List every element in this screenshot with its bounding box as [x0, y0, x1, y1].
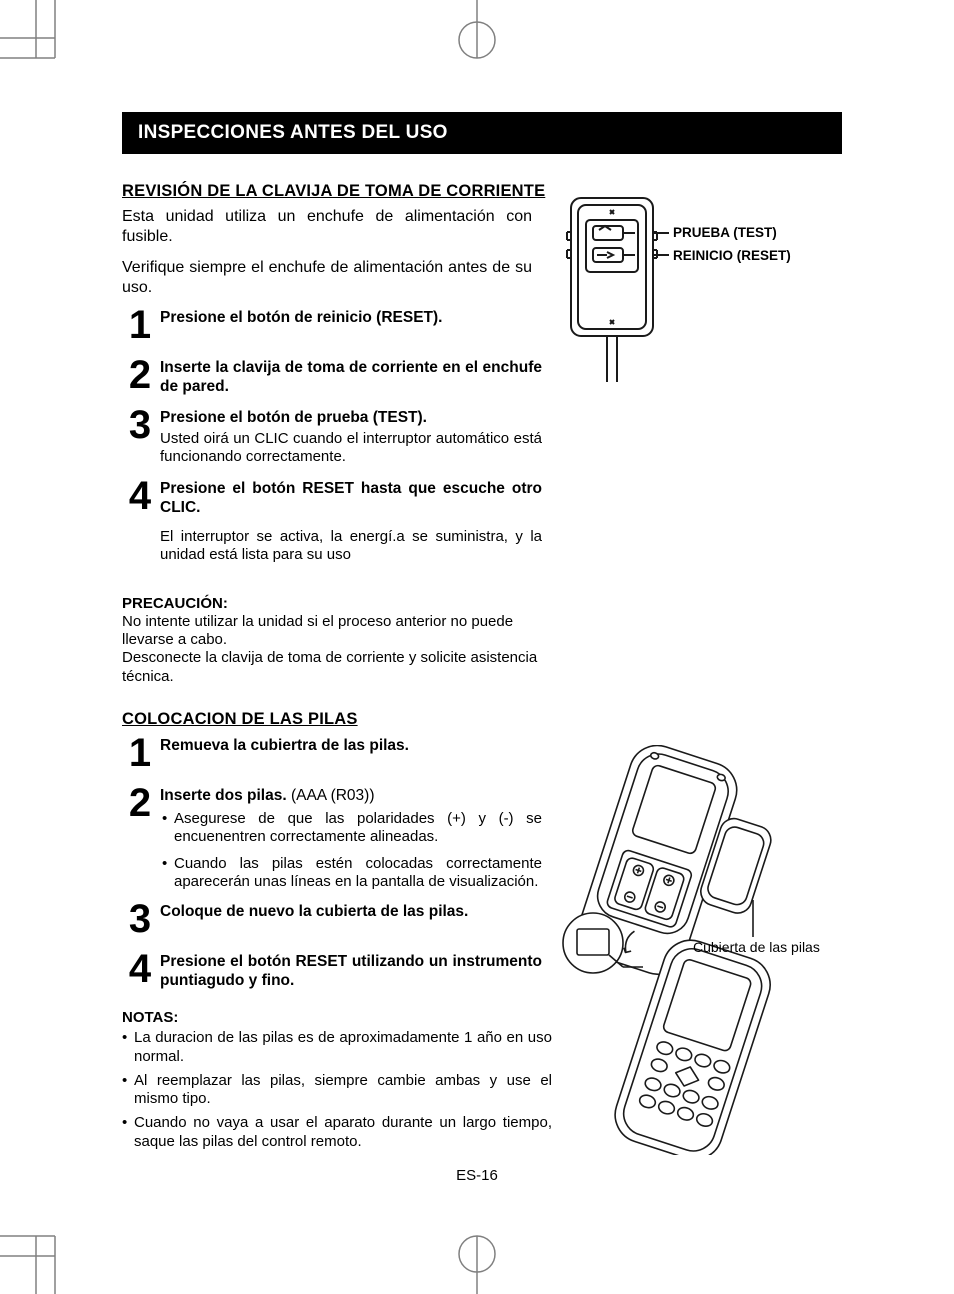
- bullet: Asegurese de que las polaridades (+) y (…: [174, 810, 542, 847]
- s1-step-2: 2 Inserte la clavija de toma de corrient…: [122, 357, 542, 397]
- step-bold: Remueva la cubiertra de las pilas.: [160, 737, 542, 756]
- step-number: 1: [122, 307, 156, 343]
- step-number: 1: [122, 735, 156, 771]
- battery-cover-label: Cubierta de las pilas: [693, 939, 820, 955]
- note: La duracion de las pilas es de aproximad…: [122, 1029, 552, 1066]
- plug-test-label: PRUEBA (TEST): [673, 225, 777, 240]
- s2-step-2: 2 Inserte dos pilas. (AAA (R03)) Asegure…: [122, 785, 542, 891]
- step-number: 3: [122, 407, 156, 443]
- step-bold: Presione el botón RESET hasta que escuch…: [160, 480, 542, 518]
- page-header: INSPECCIONES ANTES DEL USO: [122, 112, 842, 154]
- s2-step-1: 1 Remueva la cubiertra de las pilas.: [122, 735, 542, 771]
- caution-line: No intente utilizar la unidad si el proc…: [122, 613, 552, 650]
- step-bold: Presione el botón de prueba (TEST).: [160, 409, 542, 428]
- s1-step-3: 3 Presione el botón de prueba (TEST). Us…: [122, 407, 542, 467]
- caution-block: PRECAUCIÓN: No intente utilizar la unida…: [122, 595, 552, 686]
- s2-step-4: 4 Presione el botón RESET utilizando un …: [122, 951, 542, 991]
- notes-title: NOTAS:: [122, 1009, 552, 1027]
- bullet: Cuando las pilas estén colocadas correct…: [174, 855, 542, 892]
- note: Cuando no vaya a usar el aparato durante…: [122, 1114, 552, 1151]
- plug-figure: PRUEBA (TEST) REINICIO (RESET): [565, 192, 855, 392]
- step-number: 4: [122, 478, 156, 514]
- page-number: ES-16: [0, 1167, 954, 1184]
- remote-figure: Cubierta de las pilas: [515, 745, 855, 1155]
- step-number: 4: [122, 951, 156, 987]
- step-bold: Presione el botón RESET utilizando un in…: [160, 953, 542, 991]
- step-number: 2: [122, 357, 156, 393]
- step-number: 2: [122, 785, 156, 821]
- section1-intro2: Verifique siempre el enchufe de alimenta…: [122, 258, 532, 299]
- step-text: Usted oirá un CLIC cuando el interruptor…: [160, 430, 542, 467]
- caution-line: Desconecte la clavija de toma de corrien…: [122, 649, 552, 686]
- s1-step-4: 4 Presione el botón RESET hasta que escu…: [122, 478, 542, 564]
- caution-title: PRECAUCIÓN:: [122, 595, 552, 613]
- step-sub: El interruptor se activa, la energí.a se…: [160, 528, 542, 565]
- step-bold: Coloque de nuevo la cubierta de las pila…: [160, 903, 542, 922]
- step-number: 3: [122, 901, 156, 937]
- note: Al reemplazar las pilas, siempre cambie …: [122, 1072, 552, 1109]
- section1-intro1: Esta unidad utiliza un enchufe de alimen…: [122, 207, 532, 248]
- s2-step-3: 3 Coloque de nuevo la cubierta de las pi…: [122, 901, 542, 937]
- step-bold: Inserte dos pilas. (AAA (R03)): [160, 787, 542, 806]
- s1-step-1: 1 Presione el botón de reinicio (RESET).: [122, 307, 542, 343]
- plug-reset-label: REINICIO (RESET): [673, 248, 791, 263]
- notes-block: NOTAS: La duracion de las pilas es de ap…: [122, 1009, 552, 1151]
- step-bold: Presione el botón de reinicio (RESET).: [160, 309, 542, 328]
- section2-title: COLOCACION DE LAS PILAS: [122, 710, 842, 729]
- step-bold: Inserte la clavija de toma de corriente …: [160, 359, 542, 397]
